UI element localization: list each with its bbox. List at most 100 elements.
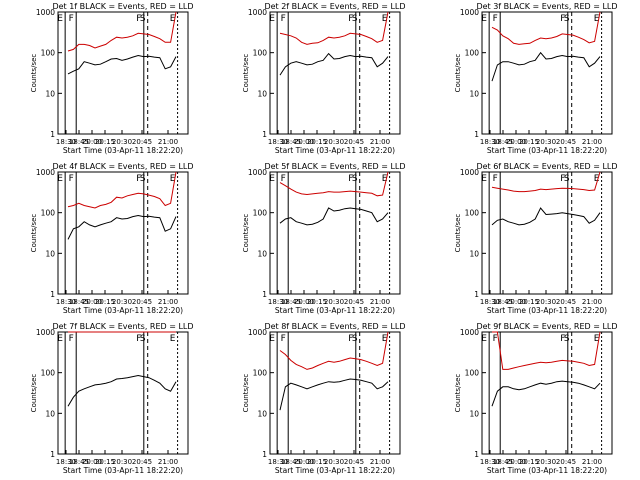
- xtick-label: 21:00: [158, 458, 178, 466]
- phase-marker-label: S: [564, 174, 570, 184]
- ytick-label: 10: [257, 249, 267, 258]
- xtick-label: 21:00: [370, 458, 390, 466]
- ytick-label: 1000: [248, 8, 267, 17]
- phase-marker-label: F: [281, 174, 286, 184]
- xtick-label: 20:45: [344, 298, 364, 306]
- x-axis-label: Start Time (03-Apr-11 18:22:20): [63, 466, 183, 475]
- y-axis-label: Counts/sec: [30, 214, 38, 253]
- ytick-label: 1: [474, 290, 479, 299]
- plot-title: Det 4f BLACK = Events, RED = LLD: [52, 162, 193, 171]
- xtick-label: 20:45: [344, 138, 364, 146]
- plot-frame: [57, 11, 189, 135]
- y-axis-label: Counts/sec: [30, 374, 38, 413]
- xtick-label: 20:00: [294, 458, 314, 466]
- phase-marker-label: F: [560, 174, 565, 184]
- xtick-label: 20:45: [556, 138, 576, 146]
- xtick-label: 20:00: [506, 138, 526, 146]
- xtick-label: 21:00: [370, 298, 390, 306]
- phase-marker-label: F: [136, 334, 141, 344]
- phase-marker-label: E: [481, 334, 487, 344]
- xtick-label: 20:15: [307, 138, 327, 146]
- xtick-label: 18:45: [281, 458, 301, 466]
- phase-marker-label: E: [57, 334, 63, 344]
- plot-title: Det 6f BLACK = Events, RED = LLD: [476, 162, 617, 171]
- phase-marker-label: S: [352, 14, 358, 24]
- phase-marker-label: E: [57, 174, 63, 184]
- xtick-label: 18:45: [493, 138, 513, 146]
- plot-title: Det 2f BLACK = Events, RED = LLD: [264, 2, 405, 11]
- ytick-label: 10: [469, 89, 479, 98]
- phase-marker-label: F: [136, 14, 141, 24]
- xtick-label: 20:30: [112, 138, 132, 146]
- xtick-label: 21:00: [158, 138, 178, 146]
- ytick-label: 100: [253, 209, 268, 218]
- xtick-label: 20:00: [506, 298, 526, 306]
- ytick-label: 1000: [248, 328, 267, 337]
- ytick-label: 1000: [248, 168, 267, 177]
- xtick-label: 20:00: [82, 298, 102, 306]
- xtick-label: 20:30: [536, 458, 556, 466]
- xtick-label: 20:30: [324, 298, 344, 306]
- phase-marker-label: E: [594, 14, 600, 24]
- x-axis-label: Start Time (03-Apr-11 18:22:20): [275, 466, 395, 475]
- ytick-label: 100: [253, 369, 268, 378]
- xtick-label: 20:15: [519, 298, 539, 306]
- ytick-label: 10: [45, 89, 55, 98]
- phase-marker-label: F: [493, 334, 498, 344]
- xtick-label: 18:30: [480, 458, 500, 466]
- xtick-label: 18:45: [281, 138, 301, 146]
- ytick-label: 1000: [36, 8, 55, 17]
- ytick-label: 10: [257, 409, 267, 418]
- phase-marker-label: E: [481, 14, 487, 24]
- phase-marker-label: S: [352, 174, 358, 184]
- phase-marker-label: E: [481, 174, 487, 184]
- phase-marker-label: F: [493, 14, 498, 24]
- events-series-line: [279, 207, 389, 226]
- xtick-label: 20:15: [307, 298, 327, 306]
- plot-frame: [481, 171, 613, 295]
- plot-title: Det 9f BLACK = Events, RED = LLD: [476, 322, 617, 331]
- phase-marker-label: E: [57, 14, 63, 24]
- xtick-label: 21:00: [158, 298, 178, 306]
- xtick-label: 18:30: [56, 458, 76, 466]
- phase-marker-label: S: [140, 174, 146, 184]
- phase-marker-label: E: [382, 14, 388, 24]
- lld-series-line: [279, 331, 389, 370]
- x-axis-label: Start Time (03-Apr-11 18:22:20): [63, 146, 183, 155]
- x-axis-label: Start Time (03-Apr-11 18:22:20): [487, 146, 607, 155]
- ytick-label: 100: [41, 369, 56, 378]
- xtick-label: 18:45: [493, 298, 513, 306]
- x-axis-label: Start Time (03-Apr-11 18:22:20): [275, 146, 395, 155]
- events-series-line: [491, 380, 601, 407]
- events-series-line: [491, 207, 601, 226]
- ytick-label: 1: [262, 450, 267, 459]
- plot-frame: [57, 171, 189, 295]
- phase-marker-label: F: [560, 334, 565, 344]
- phase-marker-label: F: [493, 174, 498, 184]
- ytick-label: 100: [41, 209, 56, 218]
- xtick-label: 20:15: [519, 138, 539, 146]
- ytick-label: 1000: [460, 8, 479, 17]
- phase-marker-label: F: [281, 334, 286, 344]
- lld-series-line: [492, 331, 601, 370]
- ytick-label: 1: [474, 450, 479, 459]
- xtick-label: 18:30: [480, 138, 500, 146]
- ytick-label: 1000: [36, 328, 55, 337]
- ytick-label: 10: [469, 409, 479, 418]
- phase-marker-label: S: [352, 334, 358, 344]
- plot-frame: [481, 331, 613, 455]
- phase-marker-label: E: [382, 334, 388, 344]
- xtick-label: 20:30: [536, 298, 556, 306]
- y-axis-label: Counts/sec: [454, 374, 462, 413]
- ytick-label: 100: [41, 49, 56, 58]
- phase-marker-label: E: [170, 14, 176, 24]
- xtick-label: 20:00: [82, 138, 102, 146]
- xtick-label: 20:45: [556, 458, 576, 466]
- phase-marker-label: E: [269, 174, 275, 184]
- xtick-label: 18:30: [268, 138, 288, 146]
- xtick-label: 20:00: [294, 138, 314, 146]
- lld-series-line: [67, 171, 177, 209]
- xtick-label: 18:45: [69, 138, 89, 146]
- phase-marker-label: E: [170, 334, 176, 344]
